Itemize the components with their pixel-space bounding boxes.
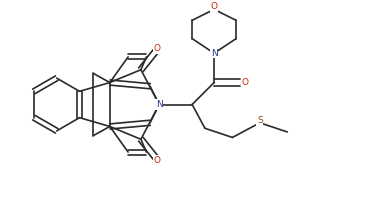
Text: O: O: [154, 44, 161, 53]
Text: O: O: [210, 2, 218, 11]
Text: S: S: [257, 116, 263, 125]
Text: N: N: [156, 100, 163, 109]
Text: N: N: [211, 49, 217, 58]
Text: O: O: [242, 78, 249, 87]
Text: O: O: [154, 156, 161, 165]
